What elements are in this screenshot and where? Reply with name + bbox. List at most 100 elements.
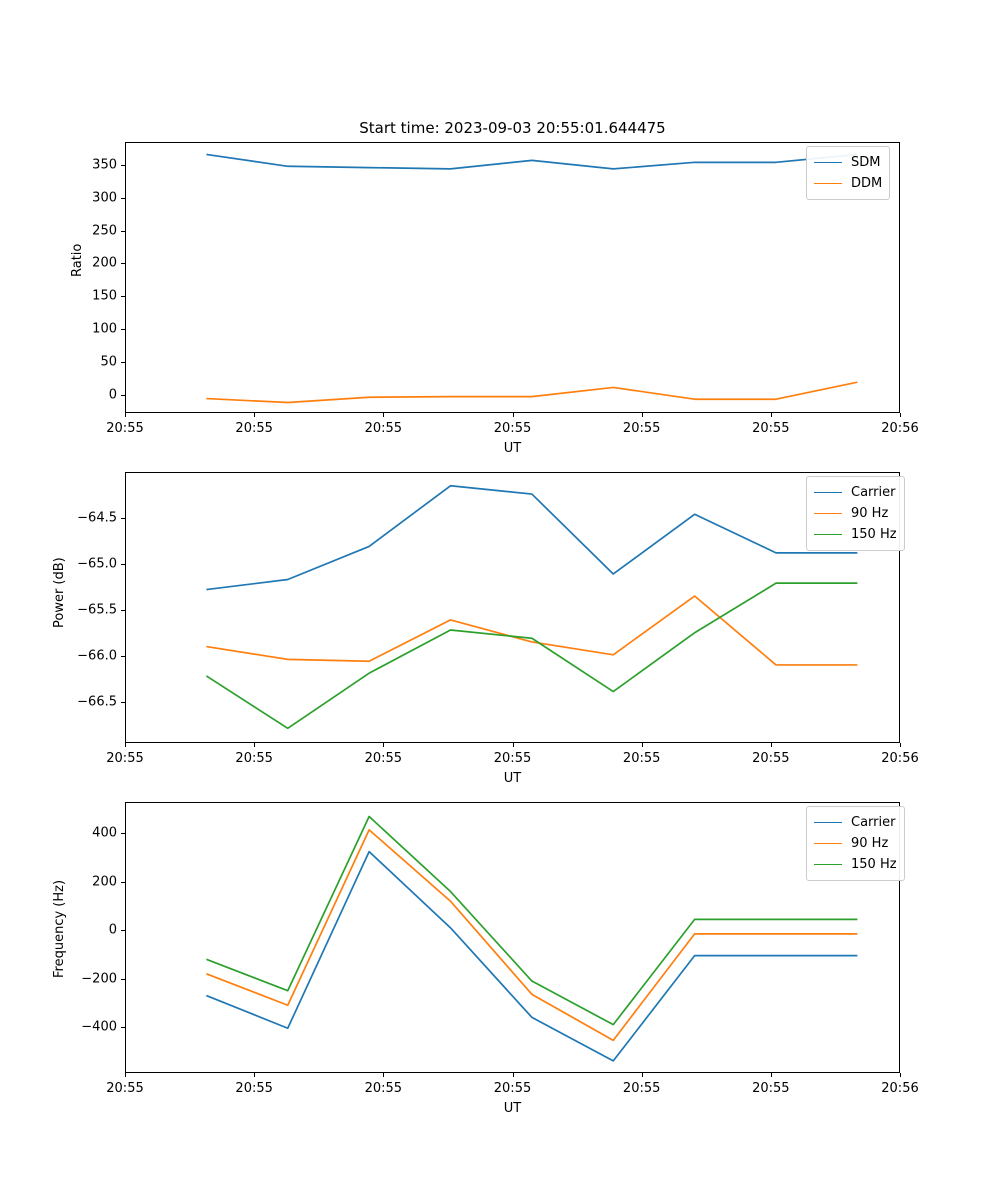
legend-color-swatch bbox=[814, 513, 842, 514]
y-tick-label: 150 bbox=[92, 288, 117, 304]
y-tick-label: 0 bbox=[108, 387, 117, 403]
legend-label: DDM bbox=[851, 176, 883, 191]
y-tick-label: −65.0 bbox=[77, 556, 117, 572]
x-tickmark bbox=[770, 743, 772, 747]
legend-color-swatch bbox=[814, 864, 842, 865]
y-axis-label-frequency: Frequency (Hz) bbox=[52, 879, 67, 978]
x-tickmark bbox=[383, 1073, 385, 1077]
y-tickmark bbox=[121, 701, 125, 703]
x-tick-label: 20:55 bbox=[235, 751, 273, 766]
y-tickmark bbox=[121, 164, 125, 166]
x-tickmark bbox=[900, 743, 901, 747]
y-tickmark bbox=[121, 563, 125, 565]
y-tick-label: 200 bbox=[92, 255, 117, 271]
x-tick-label: 20:55 bbox=[622, 1081, 661, 1096]
legend-label: 90 Hz bbox=[851, 836, 889, 851]
legend-item[interactable]: Carrier bbox=[814, 812, 897, 833]
axes-frame-frequency bbox=[125, 802, 900, 1073]
plot-lines-ratio bbox=[206, 153, 858, 404]
x-tickmark bbox=[383, 743, 385, 747]
legend-item[interactable]: Carrier bbox=[814, 482, 897, 503]
x-tickmark bbox=[900, 413, 901, 417]
legend-color-swatch bbox=[814, 534, 842, 535]
legend-label: 90 Hz bbox=[851, 506, 889, 521]
y-tick-label: 0 bbox=[108, 922, 117, 938]
y-tick-label: −200 bbox=[81, 971, 117, 987]
series-line bbox=[206, 153, 858, 170]
x-tickmark bbox=[254, 413, 256, 417]
legend-item[interactable]: 150 Hz bbox=[814, 854, 897, 875]
y-tickmark bbox=[121, 517, 125, 519]
legend-item[interactable]: SDM bbox=[814, 152, 882, 173]
y-tickmark bbox=[121, 655, 125, 657]
y-tick-label: 350 bbox=[92, 157, 117, 173]
x-tick-label: 20:55 bbox=[493, 1081, 532, 1096]
legend-label: SDM bbox=[851, 155, 881, 170]
x-tickmark bbox=[125, 1073, 126, 1077]
x-tick-label: 20:56 bbox=[881, 751, 919, 766]
legend-color-swatch bbox=[814, 183, 842, 184]
series-line bbox=[206, 484, 858, 591]
legend-power[interactable]: Carrier 90 Hz 150 Hz bbox=[806, 476, 905, 551]
x-tickmark bbox=[512, 743, 514, 747]
series-line bbox=[205, 582, 858, 730]
x-tickmark bbox=[254, 743, 256, 747]
x-tickmark bbox=[900, 1073, 901, 1077]
x-tick-label: 20:55 bbox=[493, 421, 532, 436]
y-tick-label: −64.5 bbox=[77, 510, 117, 526]
legend-frequency[interactable]: Carrier 90 Hz 150 Hz bbox=[806, 806, 905, 881]
x-tick-label: 20:55 bbox=[106, 1081, 144, 1096]
x-tick-label: 20:55 bbox=[752, 751, 790, 766]
y-tickmark bbox=[121, 833, 125, 835]
x-tickmark bbox=[770, 1073, 772, 1077]
x-tickmark bbox=[641, 1073, 643, 1077]
legend-label: 150 Hz bbox=[851, 527, 897, 542]
axes-frame-power bbox=[125, 472, 900, 743]
legend-item[interactable]: 90 Hz bbox=[814, 503, 897, 524]
y-tick-label: 300 bbox=[92, 190, 117, 206]
x-axis-label-power: UT bbox=[503, 771, 522, 786]
legend-color-swatch bbox=[814, 822, 842, 823]
legend-label: Carrier bbox=[851, 815, 896, 830]
y-tickmark bbox=[121, 881, 125, 883]
legend-item[interactable]: 150 Hz bbox=[814, 524, 897, 545]
axes-frame-ratio bbox=[125, 142, 900, 413]
legend-color-swatch bbox=[814, 492, 842, 493]
y-tickmark bbox=[121, 394, 125, 396]
series-line bbox=[206, 828, 858, 1042]
y-tickmark bbox=[121, 230, 125, 232]
legend-label: 150 Hz bbox=[851, 857, 897, 872]
y-tick-label: 200 bbox=[92, 874, 117, 890]
y-tick-label: 100 bbox=[92, 321, 117, 337]
x-tick-label: 20:55 bbox=[622, 751, 661, 766]
x-tick-label: 20:55 bbox=[364, 1081, 403, 1096]
legend-ratio[interactable]: SDM DDM bbox=[806, 146, 891, 200]
y-tick-label: −66.5 bbox=[77, 694, 117, 710]
x-tickmark bbox=[641, 413, 643, 417]
y-tickmark bbox=[121, 197, 125, 199]
series-line bbox=[206, 595, 858, 666]
legend-label: Carrier bbox=[851, 485, 896, 500]
y-tickmark bbox=[121, 978, 125, 980]
legend-item[interactable]: 90 Hz bbox=[814, 833, 897, 854]
x-tick-label: 20:55 bbox=[106, 751, 144, 766]
legend-item[interactable]: DDM bbox=[814, 173, 882, 194]
x-tickmark bbox=[125, 413, 126, 417]
y-tickmark bbox=[121, 609, 125, 611]
y-tick-label: 250 bbox=[92, 223, 117, 239]
x-axis-label-ratio: UT bbox=[503, 441, 522, 456]
x-tickmark bbox=[383, 413, 385, 417]
y-tick-label: −66.0 bbox=[77, 648, 117, 664]
y-tickmark bbox=[121, 329, 125, 330]
y-tick-label: 50 bbox=[100, 354, 117, 370]
figure-title: Start time: 2023-09-03 20:55:01.644475 bbox=[359, 119, 666, 137]
y-tickmark bbox=[121, 1027, 125, 1029]
y-tick-label: −65.5 bbox=[77, 602, 117, 618]
y-tick-label: −400 bbox=[81, 1019, 117, 1035]
y-tickmark bbox=[121, 263, 125, 265]
x-tick-label: 20:55 bbox=[364, 421, 403, 436]
